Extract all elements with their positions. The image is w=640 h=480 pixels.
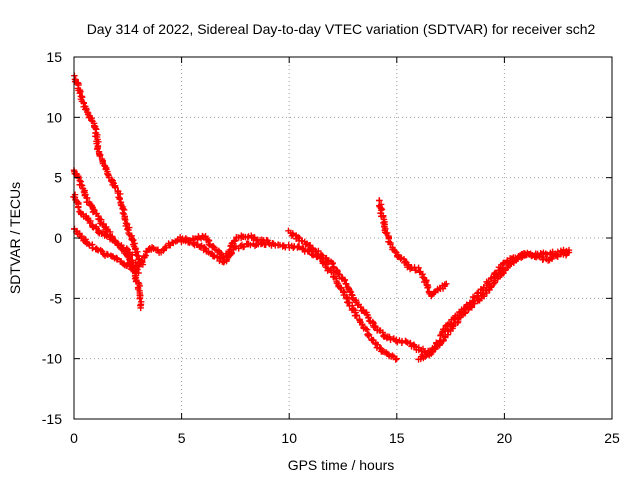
- data-point: [548, 255, 556, 263]
- series-track-a: [71, 72, 147, 268]
- data-point: [289, 231, 297, 238]
- data-point: [98, 216, 105, 223]
- x-axis-label: GPS time / hours: [288, 457, 395, 473]
- data-point: [386, 333, 393, 341]
- data-point: [341, 277, 348, 284]
- data-point: [75, 204, 82, 211]
- tick-labels: 0 5 10 15 20 25 -15 -10 -5 0 5 10 15: [42, 49, 620, 446]
- data-point: [94, 145, 101, 152]
- data-point: [231, 237, 239, 244]
- y-tick-label: 15: [46, 49, 62, 65]
- series-track-h: [376, 197, 450, 300]
- data-point: [114, 255, 121, 262]
- data-point: [346, 288, 354, 295]
- x-tick-label: 15: [389, 430, 405, 446]
- data-point: [378, 206, 386, 213]
- x-tick-label: 5: [178, 430, 186, 446]
- data-point: [126, 262, 133, 269]
- data-point: [112, 184, 119, 191]
- data-point: [365, 331, 373, 339]
- data-point: [393, 355, 400, 362]
- y-tick-label: 0: [54, 230, 62, 246]
- series-track-i: [415, 246, 573, 363]
- data-point: [78, 181, 85, 189]
- data-point: [137, 304, 144, 312]
- data-point: [108, 236, 116, 243]
- data-point: [338, 285, 345, 292]
- series-track-j: [437, 249, 573, 339]
- data-points: [70, 72, 573, 363]
- data-point: [389, 352, 396, 359]
- data-point: [136, 295, 144, 302]
- data-point: [380, 219, 387, 227]
- data-point: [524, 249, 531, 257]
- data-point: [447, 320, 454, 328]
- data-point: [411, 343, 418, 350]
- y-tick-label: 5: [54, 170, 62, 186]
- data-point: [480, 290, 487, 298]
- data-point: [202, 233, 209, 240]
- y-tick-label: -10: [42, 351, 62, 367]
- data-point: [210, 252, 217, 259]
- y-tick-label: -5: [50, 290, 63, 306]
- y-tick-label: 10: [46, 109, 62, 125]
- data-point: [294, 233, 302, 241]
- axis-ticks: [73, 56, 613, 420]
- data-point: [419, 345, 427, 353]
- x-tick-label: 0: [70, 430, 78, 446]
- series-track-f: [178, 236, 400, 363]
- data-point: [111, 183, 118, 190]
- data-point: [362, 325, 369, 332]
- data-point: [424, 284, 431, 291]
- data-point: [410, 342, 417, 349]
- data-point: [104, 251, 112, 258]
- data-point: [116, 195, 123, 202]
- data-point: [135, 269, 142, 277]
- series-track-d: [71, 225, 142, 277]
- data-point: [436, 338, 444, 346]
- data-point: [500, 270, 507, 277]
- y-tick-label: -15: [42, 411, 62, 427]
- x-tick-label: 10: [281, 430, 297, 446]
- data-point: [353, 312, 361, 319]
- data-point: [280, 242, 288, 249]
- data-point: [205, 240, 213, 248]
- y-axis-label: SDTVAR / TECUs: [7, 182, 23, 294]
- data-point: [398, 339, 406, 346]
- data-point: [392, 356, 399, 363]
- data-point: [123, 245, 130, 252]
- data-point: [119, 209, 127, 217]
- grid-lines: [74, 57, 612, 419]
- data-point: [443, 280, 450, 288]
- data-point: [343, 280, 350, 288]
- data-point: [134, 248, 141, 256]
- x-tick-label: 20: [497, 430, 513, 446]
- data-point: [422, 278, 430, 285]
- series-track-g: [285, 227, 444, 357]
- chart-title: Day 314 of 2022, Sidereal Day-to-day VTE…: [87, 21, 596, 37]
- x-tick-label: 25: [604, 430, 620, 446]
- data-point: [565, 249, 573, 256]
- data-point: [415, 264, 422, 272]
- data-point: [504, 258, 511, 265]
- data-point: [295, 243, 303, 251]
- data-point: [343, 295, 350, 302]
- data-point: [102, 231, 109, 238]
